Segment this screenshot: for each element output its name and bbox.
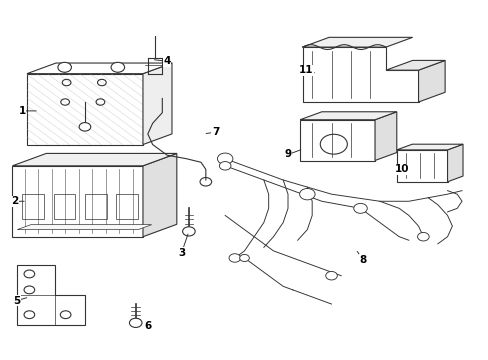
Polygon shape — [396, 144, 462, 150]
Polygon shape — [300, 120, 374, 161]
Text: 8: 8 — [359, 255, 366, 265]
Polygon shape — [27, 74, 142, 145]
Circle shape — [353, 203, 366, 213]
Text: 1: 1 — [19, 106, 26, 116]
Polygon shape — [27, 63, 172, 74]
Bar — [22, 194, 44, 219]
Circle shape — [228, 254, 240, 262]
Polygon shape — [396, 150, 447, 182]
Circle shape — [417, 233, 428, 241]
Circle shape — [219, 162, 230, 170]
Bar — [85, 194, 106, 219]
Text: 2: 2 — [11, 196, 19, 206]
Bar — [53, 194, 75, 219]
Circle shape — [111, 62, 124, 72]
Polygon shape — [385, 60, 444, 70]
Polygon shape — [12, 166, 142, 237]
Polygon shape — [302, 47, 418, 102]
Polygon shape — [12, 153, 177, 166]
Polygon shape — [17, 265, 85, 325]
Polygon shape — [142, 63, 172, 145]
Polygon shape — [17, 225, 151, 230]
Circle shape — [299, 189, 314, 200]
Text: 9: 9 — [284, 149, 291, 159]
Circle shape — [182, 227, 195, 236]
Text: 4: 4 — [163, 56, 170, 66]
Bar — [116, 194, 138, 219]
Polygon shape — [418, 60, 444, 102]
Polygon shape — [302, 37, 412, 47]
Text: 3: 3 — [178, 248, 185, 258]
Polygon shape — [300, 112, 396, 120]
Circle shape — [325, 271, 337, 280]
Circle shape — [129, 318, 142, 328]
Polygon shape — [374, 112, 396, 161]
Circle shape — [79, 123, 91, 131]
Circle shape — [58, 62, 71, 72]
Text: 10: 10 — [393, 165, 408, 174]
Text: 5: 5 — [14, 296, 21, 306]
Text: 6: 6 — [144, 321, 151, 331]
Polygon shape — [447, 144, 462, 182]
Polygon shape — [142, 153, 177, 237]
Text: 11: 11 — [299, 65, 313, 75]
Circle shape — [239, 255, 249, 261]
Text: 7: 7 — [211, 127, 219, 137]
Circle shape — [217, 153, 232, 165]
